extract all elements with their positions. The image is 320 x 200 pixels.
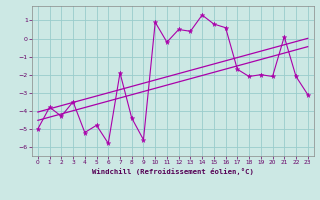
X-axis label: Windchill (Refroidissement éolien,°C): Windchill (Refroidissement éolien,°C) — [92, 168, 254, 175]
